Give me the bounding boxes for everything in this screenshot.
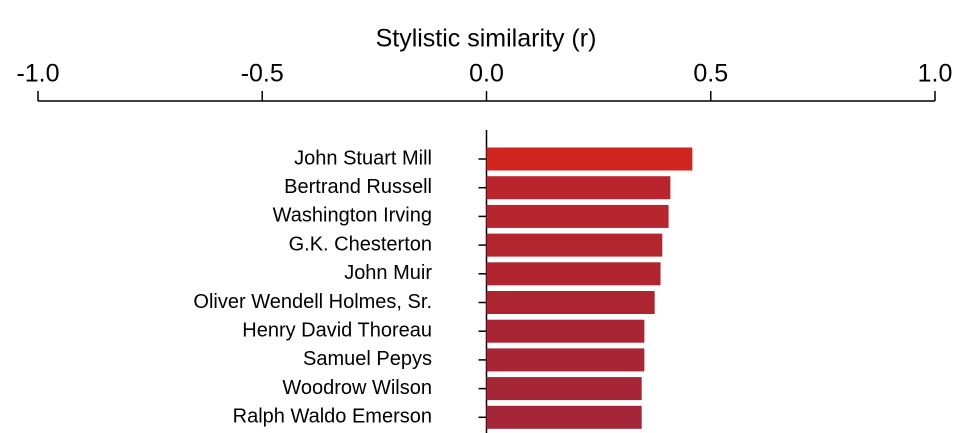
y-tick-label: Woodrow Wilson	[282, 377, 432, 399]
y-tick-label: G.K. Chesterton	[289, 233, 432, 255]
y-tick-label: Samuel Pepys	[303, 348, 432, 370]
bar	[486, 291, 655, 314]
x-tick-label: 0.0	[469, 60, 504, 88]
bar	[486, 204, 669, 228]
y-tick-label: Ralph Waldo Emerson	[233, 406, 432, 428]
bar	[486, 147, 693, 171]
bar	[486, 405, 642, 429]
bar	[486, 377, 642, 401]
y-tick-label: John Muir	[344, 262, 432, 284]
y-tick-label: Bertrand Russell	[284, 176, 432, 198]
chart-title: Stylistic similarity (r)	[376, 25, 597, 53]
y-tick-label: Washington Irving	[273, 205, 432, 227]
y-tick-label: John Stuart Mill	[294, 147, 432, 169]
x-tick-label: -0.5	[241, 60, 284, 88]
x-tick-label: 0.5	[693, 60, 728, 88]
x-tick-label: 1.0	[918, 60, 953, 88]
y-tick-label: Henry David Thoreau	[242, 319, 432, 341]
bar	[486, 348, 645, 372]
bar	[486, 262, 661, 286]
x-tick-label: -1.0	[16, 60, 59, 88]
bar	[486, 176, 671, 200]
bar	[486, 319, 645, 343]
y-tick-label: Oliver Wendell Holmes, Sr.	[193, 291, 432, 313]
bar	[486, 233, 663, 257]
